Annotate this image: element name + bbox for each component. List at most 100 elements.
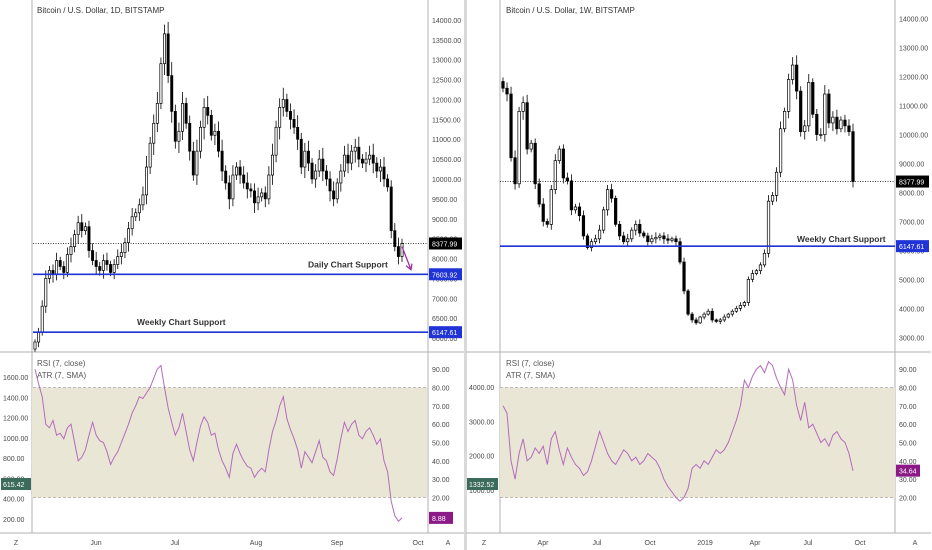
candle-down (396, 246, 400, 257)
time-tick-label: Jun (90, 540, 101, 547)
candle-up (213, 130, 217, 136)
rsi-tick-label: 90.00 (899, 367, 917, 374)
candle-up (159, 63, 163, 104)
candle-down (346, 154, 350, 164)
atr-value-label-bg (467, 478, 498, 490)
candle-up (335, 182, 339, 200)
candle-up (267, 174, 271, 200)
support-annotation: Weekly Chart Support (137, 317, 226, 327)
atr-tick-label: 1600.00 (3, 375, 28, 382)
candle-up (181, 103, 184, 132)
rsi-tick-label: 40.00 (432, 459, 450, 466)
rsi-line (34, 364, 403, 523)
candle-down (328, 178, 332, 192)
candle-up (364, 158, 368, 164)
candle-up (350, 150, 354, 164)
atr-value-label-bg (1, 478, 31, 490)
candle-down (191, 150, 195, 176)
candle-down (87, 226, 91, 251)
candle-up (112, 264, 116, 273)
candle-up (650, 238, 654, 243)
candle-up (626, 238, 630, 243)
candle-up (754, 270, 759, 274)
time-tick-label: Sep (331, 540, 344, 547)
price-tick-label: 10000.00 (432, 177, 461, 184)
candle-down (581, 215, 586, 237)
price-tick-label: 11500.00 (432, 117, 461, 124)
candle-down (537, 183, 541, 205)
rsi-tick-label: 60.00 (899, 422, 917, 429)
candle-down (509, 93, 513, 159)
rsi-line (502, 360, 854, 502)
price-tick-label: 9000.00 (899, 162, 924, 169)
candle-up (783, 111, 787, 130)
candle-down (375, 162, 379, 172)
candle-down (170, 75, 174, 112)
atr-tick-label: 800.00 (3, 456, 25, 463)
price-tick-label: 7000.00 (432, 296, 457, 303)
candle-up (314, 170, 318, 180)
price-tick-label: 12500.00 (432, 78, 461, 85)
price-tick-label: 6500.00 (432, 316, 457, 323)
candle-up (145, 166, 149, 196)
candle-up (76, 222, 80, 236)
rsi-tick-label: 30.00 (432, 477, 450, 484)
price-tick-label: 12000.00 (899, 75, 928, 82)
candle-down (618, 223, 622, 237)
candle-down (827, 93, 831, 124)
auto-scale-button: A (446, 540, 451, 547)
atr-tick-label: 1200.00 (3, 416, 28, 423)
candle-up (831, 116, 835, 124)
candle-down (505, 87, 509, 95)
candle-up (601, 209, 606, 231)
candle-up (195, 150, 199, 176)
candle-up (378, 166, 382, 172)
candle-down (324, 170, 328, 180)
candle-down (815, 113, 819, 135)
candle-up (127, 228, 131, 243)
candle-down (674, 238, 678, 243)
candle-down (332, 190, 336, 200)
candle-up (119, 252, 123, 257)
candle-down (545, 221, 549, 225)
candle-up (589, 241, 594, 248)
candle-down (533, 142, 537, 185)
price-tick-label: 13000.00 (899, 46, 928, 53)
candle-down (105, 260, 109, 265)
candle-down (357, 146, 361, 160)
candle-down (386, 178, 390, 188)
candle-down (622, 235, 626, 243)
candle-down (569, 180, 573, 211)
candle-up (658, 235, 662, 238)
candle-down (360, 158, 364, 164)
candle-down (188, 122, 192, 152)
rsi-tick-label: 50.00 (899, 441, 917, 448)
candle-down (799, 90, 803, 133)
candle-up (762, 252, 767, 266)
candle-up (123, 242, 127, 253)
candle-up (101, 260, 105, 271)
candle-down (389, 186, 393, 232)
price-tick-label: 8000.00 (432, 257, 457, 264)
candle-up (353, 146, 357, 152)
candle-down (690, 313, 694, 321)
candle-down (299, 138, 303, 168)
price-tick-label: 10500.00 (432, 157, 461, 164)
candle-up (573, 206, 578, 211)
rsi-tick-label: 80.00 (899, 386, 917, 393)
candle-down (638, 223, 642, 234)
candle-down (98, 266, 102, 271)
candles (33, 21, 404, 352)
price-tick-label: 13000.00 (432, 58, 461, 65)
candle-up (770, 195, 775, 202)
candle-up (69, 246, 73, 255)
price-tick-label: 9000.00 (432, 217, 457, 224)
candle-down (795, 64, 799, 92)
candle-down (843, 119, 847, 127)
candle-up (155, 103, 159, 124)
candle-down (382, 166, 386, 180)
candle-down (245, 182, 249, 190)
support-price-label-bg (896, 240, 929, 253)
price-tick-label: 12000.00 (432, 97, 461, 104)
candle-down (666, 238, 670, 241)
